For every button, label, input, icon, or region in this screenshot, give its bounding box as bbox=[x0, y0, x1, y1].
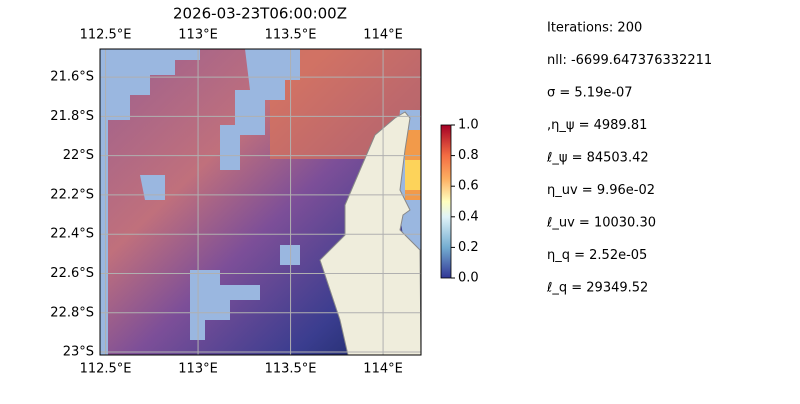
x-tick-label-top: 114°E bbox=[363, 28, 403, 43]
y-tick-label: 21.8°S bbox=[50, 109, 94, 124]
annotation: σ = 5.19e-07 bbox=[547, 86, 633, 101]
x-tick-label: 114°E bbox=[363, 362, 403, 377]
annotation: ,η_ψ = 4989.81 bbox=[547, 118, 647, 133]
map-field bbox=[100, 49, 421, 355]
annotation: ℓ_ψ = 84503.42 bbox=[546, 151, 649, 166]
colorbar-tick-label: 0.4 bbox=[458, 209, 479, 224]
colorbar-tick-label: 0.8 bbox=[458, 148, 479, 163]
y-tick-label: 22.8°S bbox=[50, 305, 94, 320]
colorbar-tick-label: 0.0 bbox=[458, 271, 479, 286]
colorbar-tick-label: 1.0 bbox=[458, 118, 479, 133]
y-tick-label: 22.4°S bbox=[50, 227, 94, 242]
y-tick-label: 21.6°S bbox=[50, 70, 94, 85]
y-tick-label: 23°S bbox=[63, 345, 94, 360]
annotation: ℓ_q = 29349.52 bbox=[546, 281, 648, 296]
colorbar bbox=[440, 124, 452, 279]
annotation: Iterations: 200 bbox=[547, 21, 642, 36]
colorbar-tick-label: 0.2 bbox=[458, 240, 479, 255]
title: 2026-03-23T06:00:00Z bbox=[173, 5, 347, 23]
annotation: η_q = 2.52e-05 bbox=[547, 248, 647, 263]
colorbar-tick-label: 0.6 bbox=[458, 179, 479, 194]
x-tick-label-top: 113°E bbox=[178, 28, 218, 43]
x-tick-label: 113°E bbox=[178, 362, 218, 377]
x-tick-label: 112.5°E bbox=[80, 362, 132, 377]
annotation: η_uv = 9.96e-02 bbox=[547, 183, 655, 198]
annotation: ℓ_uv = 10030.30 bbox=[546, 216, 656, 231]
x-tick-label: 113.5°E bbox=[265, 362, 317, 377]
x-tick-label-top: 113.5°E bbox=[265, 28, 317, 43]
y-tick-label: 22.2°S bbox=[50, 187, 94, 202]
x-tick-label-top: 112.5°E bbox=[80, 28, 132, 43]
y-tick-label: 22°S bbox=[63, 148, 94, 163]
y-tick-label: 22.6°S bbox=[50, 266, 94, 281]
axes-frame bbox=[99, 48, 422, 356]
annotation: nll: -6699.647376332211 bbox=[547, 53, 712, 68]
